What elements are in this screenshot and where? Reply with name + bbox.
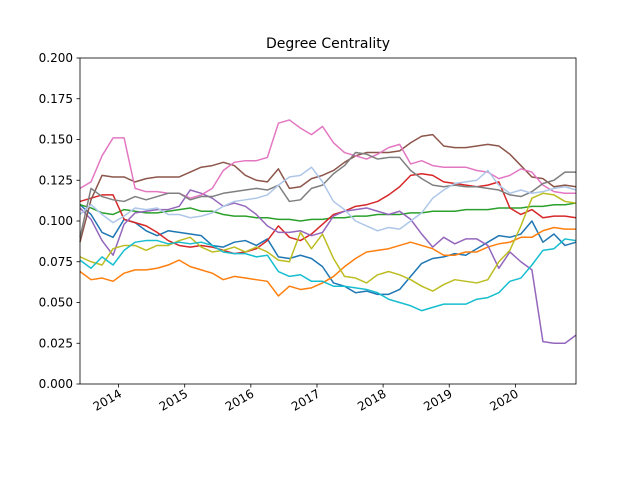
x-tick-label: 2020: [487, 386, 520, 413]
series-line-4: [79, 172, 577, 255]
y-tick-label: 0.100: [39, 214, 73, 228]
series-line-5: [79, 189, 577, 344]
series-line-6: [79, 133, 577, 243]
series-line-9: [79, 192, 577, 292]
x-tick-label: 2017: [289, 386, 322, 413]
y-tick-label: 0.125: [39, 173, 73, 187]
series-line-10: [79, 238, 577, 312]
series-line-2: [79, 226, 576, 297]
axes-layer: 0.000 0.025 0.050 0.075 0.100 0.125 0.150 0.175…: [39, 51, 577, 414]
y-tick-label: 0.150: [39, 133, 73, 147]
series-line-1: [79, 204, 577, 296]
series-line-7: [79, 119, 576, 199]
y-tick-label: 0.025: [39, 336, 73, 350]
series-line-8: [79, 151, 576, 238]
y-tick-label: 0.175: [39, 92, 73, 106]
y-tick-label: 0.200: [39, 51, 73, 65]
chart-title: Degree Centrality: [266, 36, 390, 52]
series-line-3: [79, 202, 577, 222]
x-tick-label: 2018: [355, 386, 388, 413]
y-tick-label: 0.000: [39, 377, 73, 391]
y-tick-label: 0.050: [39, 296, 73, 310]
series-line-11: [79, 166, 577, 232]
plot-frame: [79, 57, 577, 385]
y-tick-label: 0.075: [39, 255, 73, 269]
x-tick-label: 2014: [91, 386, 124, 413]
x-tick-label: 2016: [223, 386, 256, 413]
x-tick-label: 2015: [157, 386, 190, 413]
x-tick-label: 2019: [421, 386, 454, 413]
series-layer: [79, 119, 577, 344]
